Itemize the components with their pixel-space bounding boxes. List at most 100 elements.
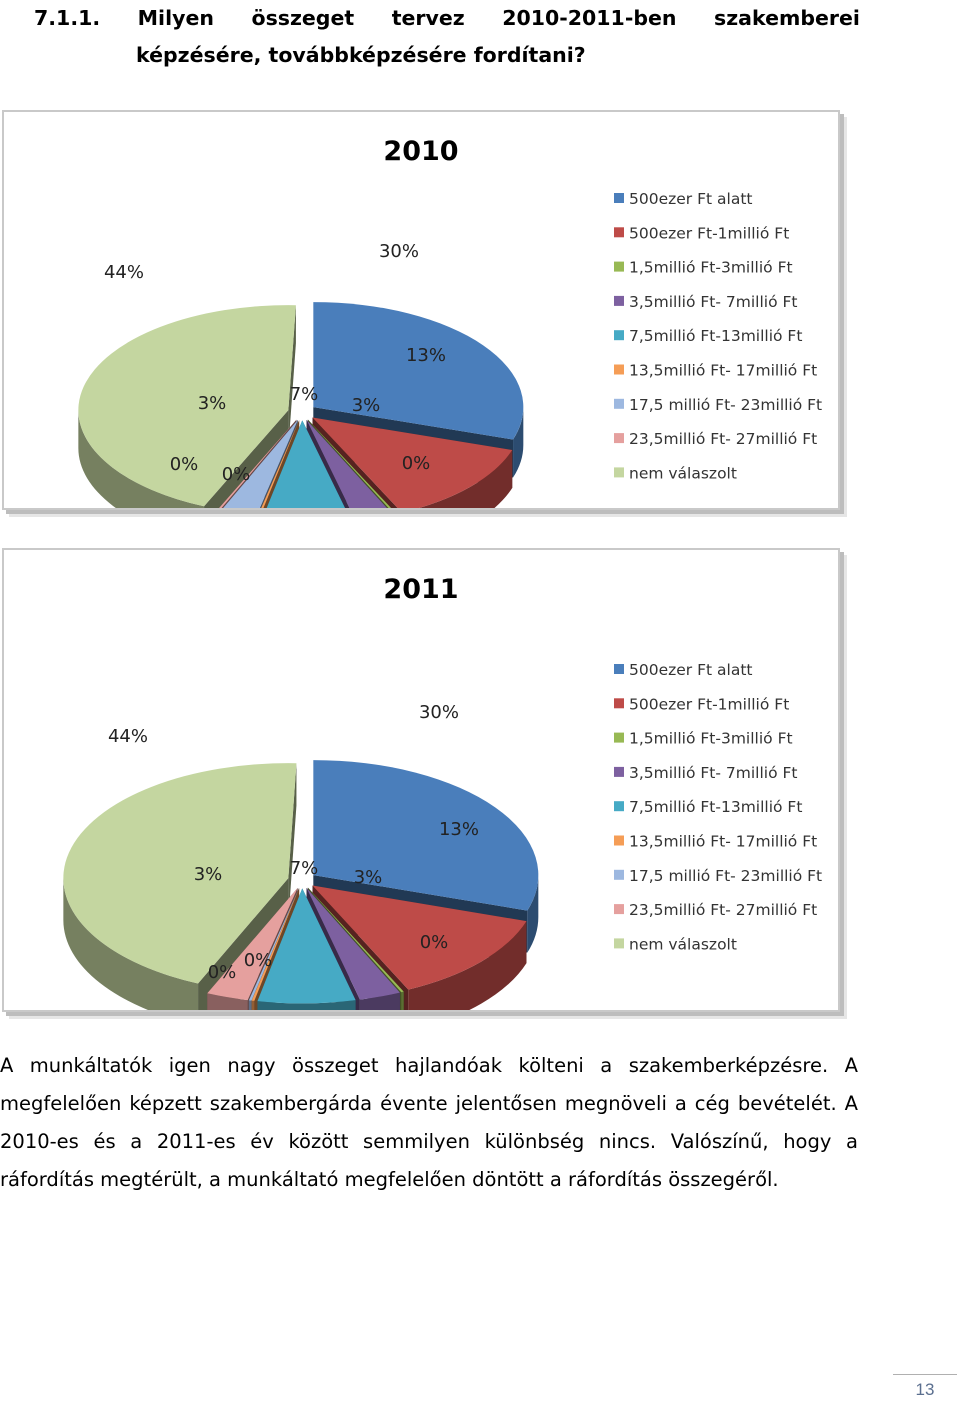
legend-swatch: [614, 330, 624, 341]
legend-label: 17,5 millió Ft- 23millió Ft: [629, 867, 822, 885]
legend-label: 7,5millió Ft-13millió Ft: [629, 327, 802, 345]
data-labels: 30% 13% 0% 3% 7% 0% 3% 0% 44%: [104, 241, 446, 485]
data-label-nem-valaszolt: 44%: [108, 726, 148, 747]
body-paragraph: A munkáltatók igen nagy összeget hajland…: [0, 1054, 858, 1191]
heading-word: tervez: [391, 6, 465, 30]
pie-slice-7-5millio-ft-13millio-ft: [266, 420, 346, 508]
pie-slice-nem-valaszolt: [63, 763, 297, 1010]
pie-slice-7-5millio-ft-13millio-ft: [257, 888, 356, 1010]
chart-title: 2011: [383, 574, 458, 605]
legend-item: nem válaszolt: [614, 935, 737, 953]
legend-swatch: [614, 398, 624, 409]
legend-swatch: [614, 869, 624, 880]
heading-line-1: 7.1.1. Milyen összeget tervez 2010-2011-…: [0, 0, 860, 37]
data-label-17-5-millio-ft-23millio-ft: 3%: [198, 393, 227, 414]
data-labels: 30% 13% 0% 3% 7% 0% 0% 3% 44%: [108, 702, 479, 983]
legend-item: 3,5millió Ft- 7millió Ft: [614, 764, 798, 782]
data-label-1-5millio-ft-3millio-ft: 0%: [420, 932, 449, 953]
data-label-23-5millio-ft-27millio-ft: 0%: [170, 454, 199, 475]
data-label-7-5millio-ft-13millio-ft: 7%: [290, 858, 319, 879]
chart-legend: 500ezer Ft alatt 500ezer Ft-1millió Ft 1,5…: [614, 190, 822, 482]
legend-label: 500ezer Ft-1millió Ft: [629, 695, 789, 713]
legend-swatch: [614, 364, 624, 375]
legend-label: 23,5millió Ft- 27millió Ft: [629, 430, 817, 448]
pie-slice-nem-valaszolt: [78, 305, 296, 508]
legend-label: 13,5millió Ft- 17millió Ft: [629, 362, 817, 380]
page-number: 13: [915, 1380, 935, 1399]
legend-swatch: [614, 698, 624, 709]
heading-number: 7.1.1.: [34, 6, 101, 30]
legend-item: 17,5 millió Ft- 23millió Ft: [614, 396, 822, 414]
legend-swatch: [614, 664, 624, 674]
legend-swatch: [614, 904, 624, 915]
section-heading: 7.1.1. Milyen összeget tervez 2010-2011-…: [0, 0, 860, 74]
legend-item: 13,5millió Ft- 17millió Ft: [614, 833, 817, 851]
data-label-3-5millio-ft-7millio-ft: 3%: [354, 867, 383, 888]
data-label-23-5millio-ft-27millio-ft: 3%: [194, 864, 223, 885]
legend-item: 3,5millió Ft- 7millió Ft: [614, 293, 798, 311]
heading-word: 2010-2011-ben: [502, 6, 677, 30]
data-label-nem-valaszolt: 44%: [104, 262, 144, 283]
legend-label: 1,5millió Ft-3millió Ft: [629, 730, 793, 748]
legend-swatch: [614, 295, 624, 306]
legend-label: 3,5millió Ft- 7millió Ft: [629, 764, 798, 782]
legend-swatch: [614, 467, 624, 478]
pie-slice-13-5millio-ft-17millio-ft: [261, 420, 300, 508]
data-label-500ezer-ft-alatt: 30%: [379, 241, 419, 262]
data-label-500ezer-ft-alatt: 30%: [419, 702, 459, 723]
legend-item: 500ezer Ft alatt: [614, 190, 752, 208]
legend-item: 13,5millió Ft- 17millió Ft: [614, 362, 817, 380]
legend-swatch: [614, 801, 624, 812]
pie-slice-3-5millio-ft-7millio-ft: [306, 887, 400, 1010]
legend-item: 17,5 millió Ft- 23millió Ft: [614, 867, 822, 885]
legend-item: 1,5millió Ft-3millió Ft: [614, 259, 793, 277]
legend-label: 500ezer Ft-1millió Ft: [629, 224, 789, 242]
legend-label: 23,5millió Ft- 27millió Ft: [629, 901, 817, 919]
legend-item: nem válaszolt: [614, 464, 737, 482]
legend-item: 23,5millió Ft- 27millió Ft: [614, 430, 817, 448]
chart-legend: 500ezer Ft alatt 500ezer Ft-1millió Ft 1,5…: [614, 661, 822, 953]
legend-label: 500ezer Ft alatt: [629, 661, 752, 679]
legend-item: 23,5millió Ft- 27millió Ft: [614, 901, 817, 919]
footer-rule: [893, 1374, 957, 1375]
data-label-7-5millio-ft-13millio-ft: 7%: [290, 384, 319, 405]
legend-swatch: [614, 732, 624, 743]
data-label-13-5millio-ft-17millio-ft: 0%: [244, 950, 273, 971]
legend-label: nem válaszolt: [629, 464, 737, 482]
legend-item: 500ezer Ft-1millió Ft: [614, 695, 789, 713]
data-label-13-5millio-ft-17millio-ft: 0%: [222, 464, 251, 485]
pie-slices: [63, 760, 539, 1010]
chart-2011-frame: 2011 30% 13% 0% 3% 7% 0% 0% 3% 44% 500ezer Ft alat…: [2, 548, 840, 1012]
pie-slice-13-5millio-ft-17millio-ft: [251, 888, 300, 1010]
legend-swatch: [614, 261, 624, 272]
data-label-3-5millio-ft-7millio-ft: 3%: [352, 395, 381, 416]
legend-label: nem válaszolt: [629, 935, 737, 953]
heading-word: szakemberei: [714, 6, 860, 30]
legend-label: 13,5millió Ft- 17millió Ft: [629, 833, 817, 851]
chart-2010-frame: 2010 30% 13% 0% 3% 7% 0% 3% 0% 44% 500ezer Ft alat…: [2, 110, 840, 510]
legend-swatch: [614, 766, 624, 777]
data-label-1-5millio-ft-3millio-ft: 0%: [402, 453, 431, 474]
heading-word: összeget: [251, 6, 355, 30]
legend-swatch: [614, 433, 624, 444]
pie-chart-2011: 2011 30% 13% 0% 3% 7% 0% 0% 3% 44% 500ezer Ft alat…: [63, 574, 822, 1010]
data-label-500ezer-ft-1millio-ft: 13%: [406, 345, 446, 366]
legend-item: 7,5millió Ft-13millió Ft: [614, 798, 802, 816]
legend-swatch: [614, 227, 624, 238]
legend-item: 1,5millió Ft-3millió Ft: [614, 730, 793, 748]
pie-chart-2010: 2010 30% 13% 0% 3% 7% 0% 3% 0% 44% 500ezer Ft alat…: [78, 136, 822, 508]
data-label-17-5-millio-ft-23millio-ft: 0%: [208, 962, 237, 983]
legend-item: 7,5millió Ft-13millió Ft: [614, 327, 802, 345]
legend-label: 3,5millió Ft- 7millió Ft: [629, 293, 798, 311]
legend-label: 7,5millió Ft-13millió Ft: [629, 798, 802, 816]
pie-slice-17-5-millio-ft-23millio-ft: [223, 420, 298, 508]
legend-item: 500ezer Ft-1millió Ft: [614, 224, 789, 242]
legend-swatch: [614, 938, 624, 949]
legend-item: 500ezer Ft alatt: [614, 661, 752, 679]
legend-label: 17,5 millió Ft- 23millió Ft: [629, 396, 822, 414]
pie-slice-500ezer-ft-1millio-ft: [312, 417, 513, 508]
legend-label: 500ezer Ft alatt: [629, 190, 752, 208]
legend-swatch: [614, 193, 624, 203]
heading-word: Milyen: [137, 6, 214, 30]
data-label-500ezer-ft-1millio-ft: 13%: [439, 819, 479, 840]
